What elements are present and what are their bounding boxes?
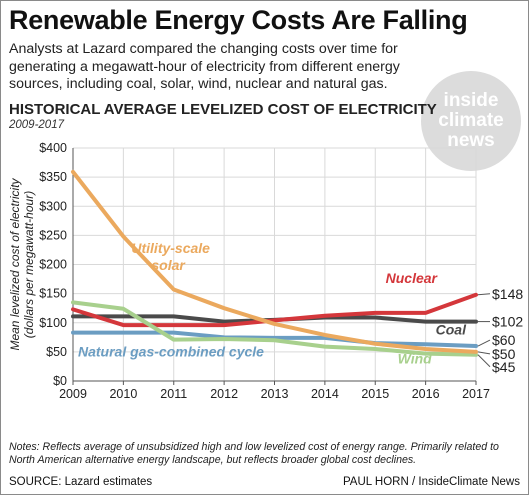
end-label-leader xyxy=(477,339,491,347)
logo-word-inside: inside xyxy=(443,90,499,111)
x-tick-label: 2014 xyxy=(311,387,339,401)
page-subtitle: Analysts at Lazard compared the changing… xyxy=(9,41,400,92)
x-tick-label: 2013 xyxy=(261,387,289,401)
end-value-label: $148 xyxy=(492,286,523,302)
x-tick-label: 2017 xyxy=(462,387,490,401)
x-tick-label: 2011 xyxy=(160,387,187,401)
source-credit: SOURCE: Lazard estimates xyxy=(9,476,153,488)
end-value-label: $102 xyxy=(492,314,523,330)
end-value-label: $50 xyxy=(492,346,516,362)
y-tick-label: $300 xyxy=(39,199,67,213)
y-tick-label: $100 xyxy=(39,316,67,330)
series-label-nuclear: Nuclear xyxy=(386,270,439,286)
y-tick-label: $250 xyxy=(39,228,67,242)
y-tick-label: $50 xyxy=(46,345,67,359)
y-tick-label: $350 xyxy=(39,170,67,184)
series-label-coal: Coal xyxy=(436,321,467,337)
y-tick-label: $400 xyxy=(39,141,67,155)
author-credit: PAUL HORN / InsideClimate News xyxy=(342,476,520,488)
x-tick-label: 2009 xyxy=(59,387,87,401)
y-tick-label: $0 xyxy=(53,374,67,388)
x-tick-label: 2016 xyxy=(412,387,440,401)
x-tick-label: 2015 xyxy=(361,387,389,401)
y-tick-label: $150 xyxy=(39,287,67,301)
series-line xyxy=(71,169,478,354)
logo-word-news: news xyxy=(447,130,495,151)
series-line xyxy=(71,330,478,349)
end-label-leader xyxy=(477,293,491,296)
end-label-leader xyxy=(477,354,491,368)
y-tick-label: $200 xyxy=(39,258,67,272)
chart-title: HISTORICAL AVERAGE LEVELIZED COST OF ELE… xyxy=(9,101,437,118)
insideclimate-news-logo: inside climate news xyxy=(421,71,521,171)
y-axis-title-line2: (dollars per megawatt-hour) xyxy=(22,191,36,338)
series-label-natural-gas: Natural gas-combined cycle xyxy=(78,344,264,360)
x-tick-label: 2010 xyxy=(109,387,137,401)
x-tick-label: 2012 xyxy=(210,387,238,401)
chart-notes: Notes: Reflects average of unsubsidized … xyxy=(9,441,499,466)
end-value-label: $45 xyxy=(492,359,516,375)
series-label-solar: solar xyxy=(151,257,186,273)
logo-word-climate: climate xyxy=(438,110,504,131)
end-value-label: $60 xyxy=(492,332,516,348)
end-label-leader xyxy=(477,351,491,355)
page-title: Renewable Energy Costs Are Falling xyxy=(9,5,468,35)
y-axis-title-line1: Mean levelized cost of electricity xyxy=(8,177,22,350)
series-line xyxy=(71,300,478,357)
chart-date-range: 2009-2017 xyxy=(9,119,64,131)
series-label-solar: Utility-scale xyxy=(131,240,210,256)
line-chart: $0 $50 $100 $150 $200 $250 $300 $350 $400 2009 201… xyxy=(8,141,523,401)
series-label-wind: Wind xyxy=(398,351,433,367)
series-line xyxy=(71,292,478,328)
